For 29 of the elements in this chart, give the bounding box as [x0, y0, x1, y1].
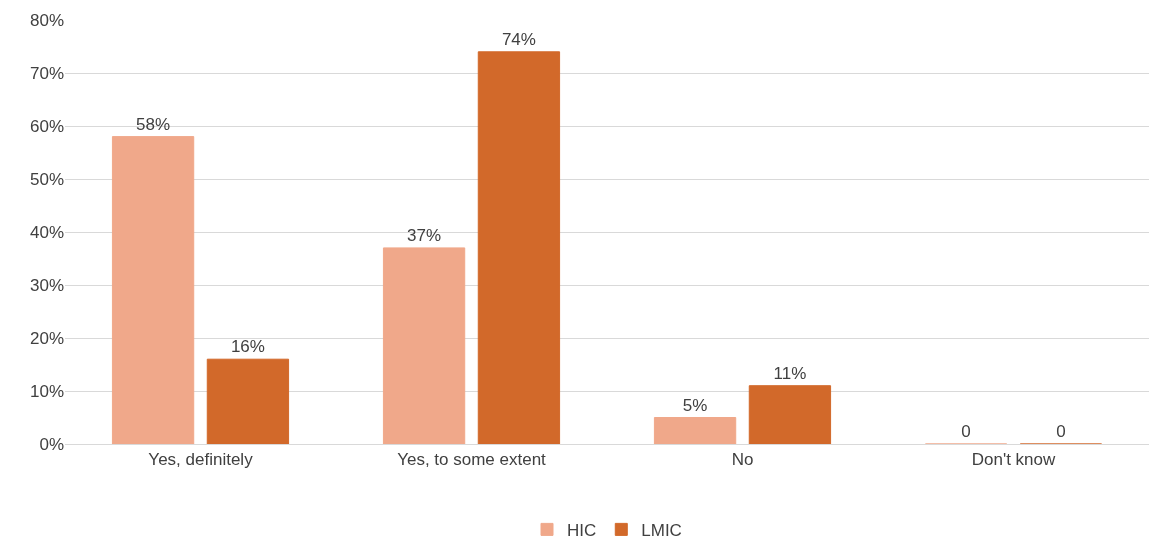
data-label: 74% — [501, 29, 536, 49]
bar — [111, 136, 195, 444]
y-tick-label: 30% — [29, 275, 64, 295]
legend-label: HIC — [567, 521, 597, 541]
y-tick-label: 10% — [29, 381, 64, 401]
x-tick-label: Yes, definitely — [148, 450, 254, 470]
y-tick-label: 80% — [29, 10, 64, 30]
y-tick-label: 40% — [29, 222, 64, 242]
legend-label: LMIC — [641, 521, 682, 541]
data-label: 0 — [961, 422, 971, 441]
bar — [206, 358, 290, 444]
data-label: 16% — [230, 337, 265, 357]
y-tick-label: 70% — [29, 63, 64, 83]
bar — [653, 417, 737, 444]
x-tick-label: Don't know — [971, 450, 1056, 470]
data-label: 5% — [682, 395, 708, 415]
bar — [748, 385, 832, 444]
x-tick-label: No — [731, 450, 754, 470]
data-label: 11% — [773, 363, 807, 383]
bar — [477, 51, 561, 444]
y-tick-label: 50% — [29, 169, 64, 189]
y-tick-label: 0% — [39, 434, 64, 454]
data-label: 58% — [136, 114, 171, 134]
data-label: 37% — [407, 225, 442, 245]
y-tick-label: 20% — [29, 328, 64, 348]
y-tick-label: 60% — [29, 116, 64, 136]
x-tick-label: Yes, to some extent — [397, 450, 547, 470]
data-label: 0 — [1056, 422, 1066, 441]
bar — [382, 247, 466, 444]
